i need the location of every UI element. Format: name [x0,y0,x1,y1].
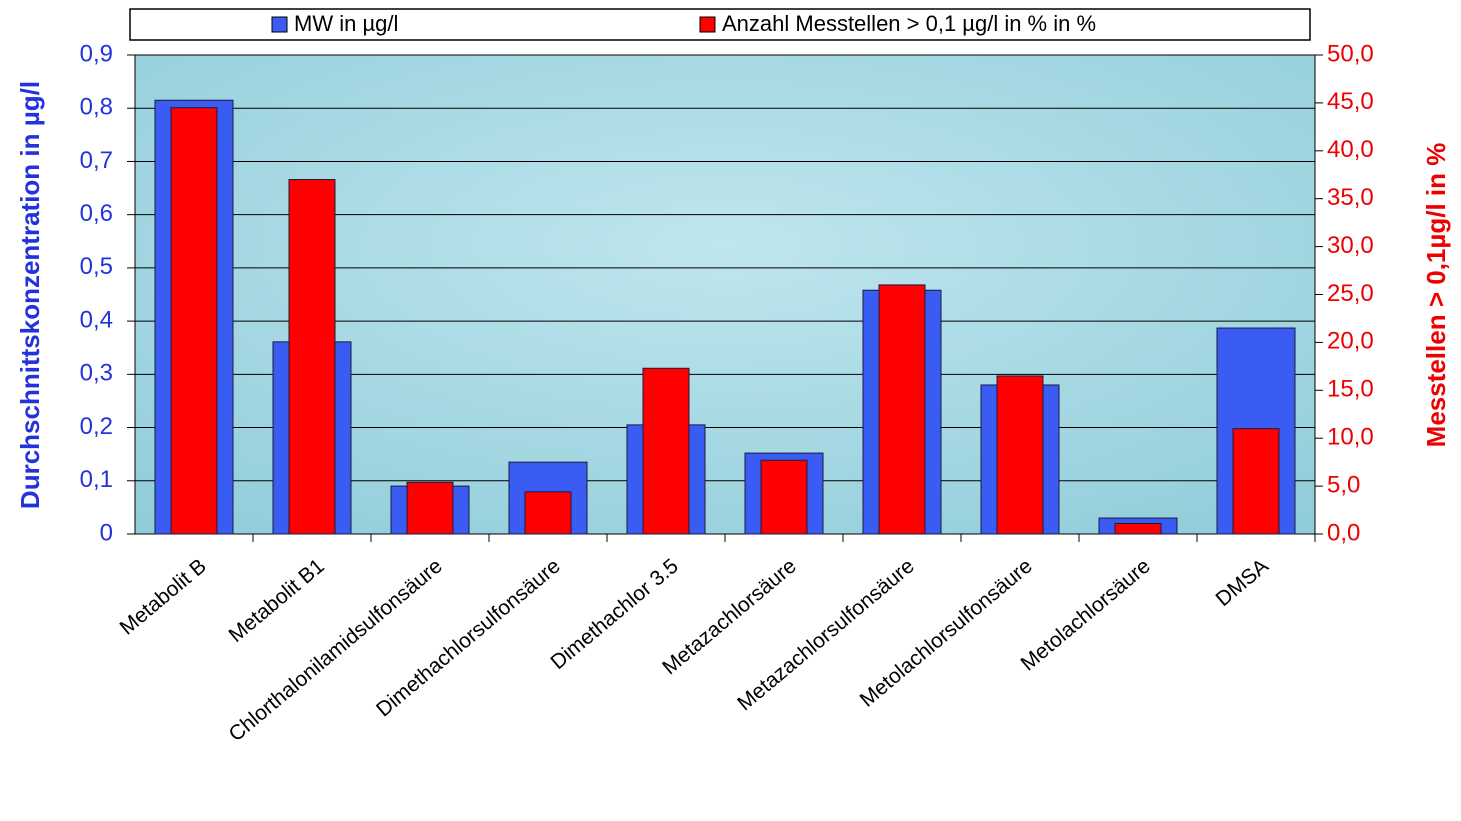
y-tick-label: 0,6 [80,200,113,227]
y2-tick-label: 50,0 [1327,40,1374,67]
y-tick-label: 0,5 [80,253,113,280]
bar [878,284,926,535]
y2-axis-title: Messtellen > 0,1µg/l in % [1421,143,1451,448]
bar [996,375,1044,535]
y2-tick-label: 10,0 [1327,424,1374,451]
y-tick-label: 0,9 [80,40,113,67]
y2-tick-label: 20,0 [1327,328,1374,355]
y-tick-label: 0,2 [80,413,113,440]
legend-label: MW in µg/l [294,11,398,36]
x-tick-label: DMSA [1212,554,1273,611]
bar [642,367,690,535]
y-tick-label: 0,3 [80,360,113,387]
bar [170,107,218,535]
x-tick-label: Chlorthalonilamidsulfonsäure [225,554,447,746]
y-tick-label: 0,7 [80,147,113,174]
y-tick-label: 0 [100,519,113,546]
bar [1232,428,1280,535]
y2-tick-label: 45,0 [1327,88,1374,115]
y-axis-title: Durchschnittskonzentration in µg/l [15,81,45,509]
y2-tick-label: 0,0 [1327,519,1360,546]
x-tick-label: Dimethachlor 3.5 [546,554,682,674]
legend-label: Anzahl Messtellen > 0,1 µg/l in % in % [722,11,1096,36]
y2-tick-label: 40,0 [1327,136,1374,163]
y2-tick-label: 30,0 [1327,232,1374,259]
legend-swatch [699,16,716,33]
bar [760,459,808,535]
y-tick-label: 0,8 [80,94,113,121]
y2-tick-label: 5,0 [1327,471,1360,498]
y-tick-label: 0,1 [80,466,113,493]
y2-tick-label: 35,0 [1327,184,1374,211]
y2-tick-label: 25,0 [1327,280,1374,307]
x-tick-label: Metabolit B1 [225,554,329,647]
x-tick-label: Metabolit B [116,554,211,639]
bar [406,481,454,535]
legend-swatch [271,16,288,33]
x-tick-label: Metolachlorsäure [1017,554,1155,675]
legend-box [129,8,1311,41]
bar [288,179,336,535]
y2-tick-label: 15,0 [1327,376,1374,403]
bar [1114,522,1162,535]
y-tick-label: 0,4 [80,306,113,333]
bar [524,491,572,535]
